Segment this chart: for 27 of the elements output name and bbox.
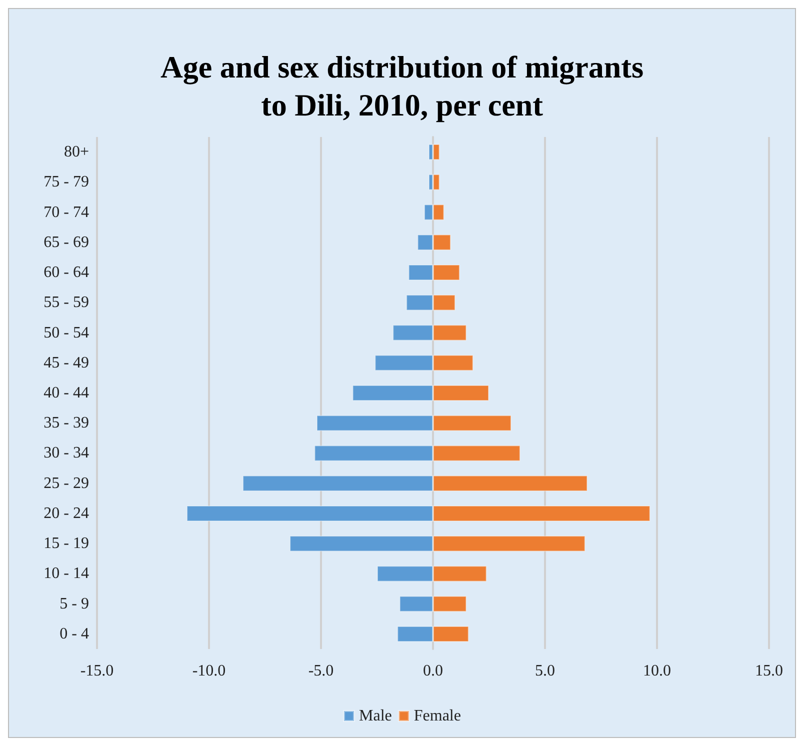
x-tick-label: -5.0 xyxy=(308,662,334,680)
x-tick-label: 0.0 xyxy=(423,662,443,680)
y-tick-label: 50 - 54 xyxy=(44,324,89,342)
x-tick-label: 5.0 xyxy=(535,662,555,680)
x-tick-label: -10.0 xyxy=(192,662,226,680)
y-tick-label: 45 - 49 xyxy=(44,354,89,372)
y-tick-label: 25 - 29 xyxy=(44,474,89,492)
legend-label: Male xyxy=(359,708,392,724)
y-tick-label: 0 - 4 xyxy=(60,625,89,642)
y-tick-label: 65 - 69 xyxy=(44,234,89,251)
x-tick-label: 15.0 xyxy=(755,662,783,680)
y-tick-label: 75 - 79 xyxy=(44,174,89,191)
y-tick-label: 40 - 44 xyxy=(44,384,89,402)
chart-title: Age and sex distribution of migrants to Dili, 2010, per cent xyxy=(160,50,644,122)
y-tick-label: 35 - 39 xyxy=(44,414,89,432)
y-tick-label: 20 - 24 xyxy=(44,504,89,522)
y-tick-label: 15 - 19 xyxy=(44,535,89,552)
y-tick-label: 5 - 9 xyxy=(60,595,89,612)
y-tick-label: 10 - 14 xyxy=(44,565,89,582)
y-tick-label: 55 - 59 xyxy=(44,294,89,312)
legend-label: Female xyxy=(414,708,461,724)
x-tick-label: 10.0 xyxy=(643,662,671,680)
y-tick-label: 30 - 34 xyxy=(44,444,89,462)
x-tick-label: -15.0 xyxy=(80,662,114,680)
y-tick-label: 80+ xyxy=(64,144,89,161)
y-tick-label: 70 - 74 xyxy=(44,204,89,221)
y-tick-label: 60 - 64 xyxy=(44,264,89,282)
